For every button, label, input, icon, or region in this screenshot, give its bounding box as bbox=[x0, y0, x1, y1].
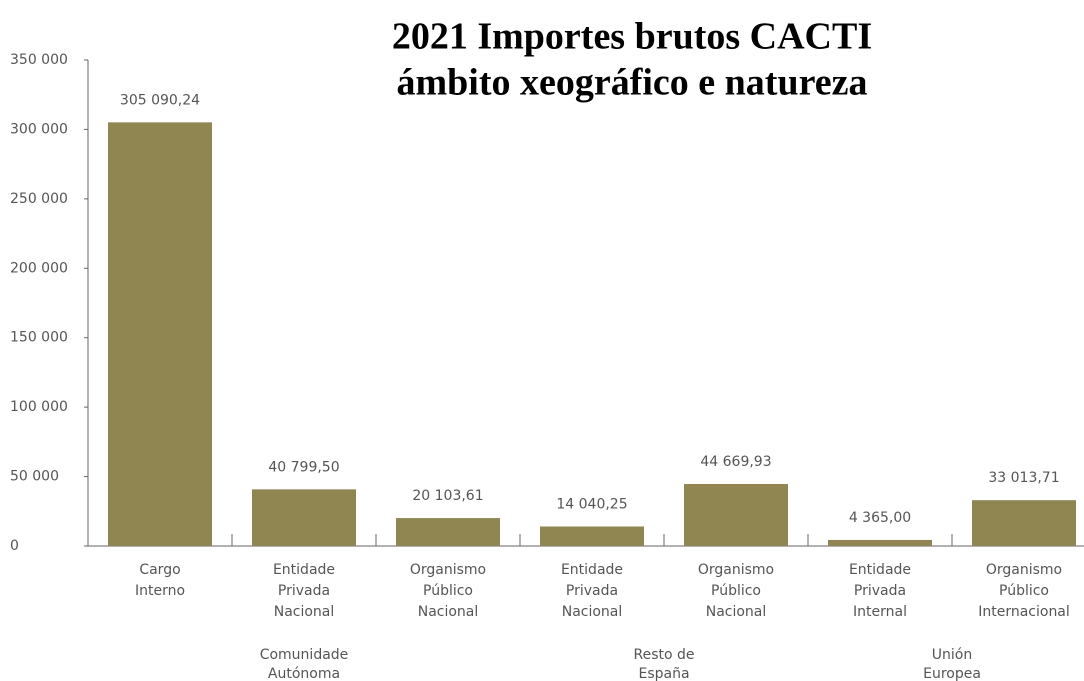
x-tick-label: Organismo bbox=[698, 562, 774, 578]
x-tick-label: Nacional bbox=[418, 604, 479, 620]
value-label: 44 669,93 bbox=[700, 454, 771, 470]
group-label: Europea bbox=[923, 666, 981, 681]
x-tick-label: Cargo bbox=[139, 562, 180, 578]
x-tick-label: Nacional bbox=[706, 604, 767, 620]
bar bbox=[252, 489, 356, 546]
value-label: 20 103,61 bbox=[412, 488, 483, 504]
group-label: España bbox=[638, 666, 689, 681]
chart-title: ámbito xeográfico e natureza bbox=[396, 62, 867, 104]
x-tick-label: Entidade bbox=[273, 562, 335, 578]
bar bbox=[540, 526, 644, 546]
group-label: Autónoma bbox=[268, 666, 340, 681]
bar bbox=[972, 500, 1076, 546]
x-tick-label: Entidade bbox=[561, 562, 623, 578]
y-tick-label: 200 000 bbox=[10, 260, 68, 276]
x-tick-label: Privada bbox=[566, 583, 618, 599]
x-tick-label: Público bbox=[423, 583, 473, 599]
y-tick-label: 250 000 bbox=[10, 191, 68, 207]
y-tick-label: 50 000 bbox=[10, 469, 59, 485]
x-tick-label: Internacional bbox=[978, 604, 1070, 620]
value-label: 40 799,50 bbox=[268, 459, 339, 475]
x-tick-label: Entidade bbox=[849, 562, 911, 578]
chart-title: 2021 Importes brutos CACTI bbox=[392, 16, 872, 58]
group-label: Resto de bbox=[633, 647, 694, 663]
value-label: 14 040,25 bbox=[556, 497, 627, 513]
y-tick-label: 350 000 bbox=[10, 52, 68, 68]
value-label: 33 013,71 bbox=[988, 470, 1059, 486]
y-tick-label: 150 000 bbox=[10, 330, 68, 346]
x-tick-label: Nacional bbox=[562, 604, 623, 620]
x-tick-label: Nacional bbox=[274, 604, 335, 620]
bar bbox=[108, 122, 212, 546]
group-label: Comunidade bbox=[260, 647, 349, 663]
y-tick-label: 100 000 bbox=[10, 399, 68, 415]
x-tick-label: Organismo bbox=[410, 562, 486, 578]
x-tick-label: Público bbox=[711, 583, 761, 599]
value-label: 4 365,00 bbox=[849, 510, 911, 526]
x-tick-label: Público bbox=[999, 583, 1049, 599]
y-tick-label: 0 bbox=[10, 538, 19, 554]
bar bbox=[684, 483, 788, 546]
x-tick-label: Privada bbox=[278, 583, 330, 599]
bar bbox=[828, 539, 932, 546]
group-label: Unión bbox=[932, 647, 972, 663]
x-tick-label: Organismo bbox=[986, 562, 1062, 578]
x-tick-label: Internal bbox=[853, 604, 907, 620]
x-tick-label: Interno bbox=[135, 583, 185, 599]
y-tick-label: 300 000 bbox=[10, 121, 68, 137]
x-tick-label: Privada bbox=[854, 583, 906, 599]
value-label: 305 090,24 bbox=[120, 92, 200, 108]
bar bbox=[396, 518, 500, 546]
